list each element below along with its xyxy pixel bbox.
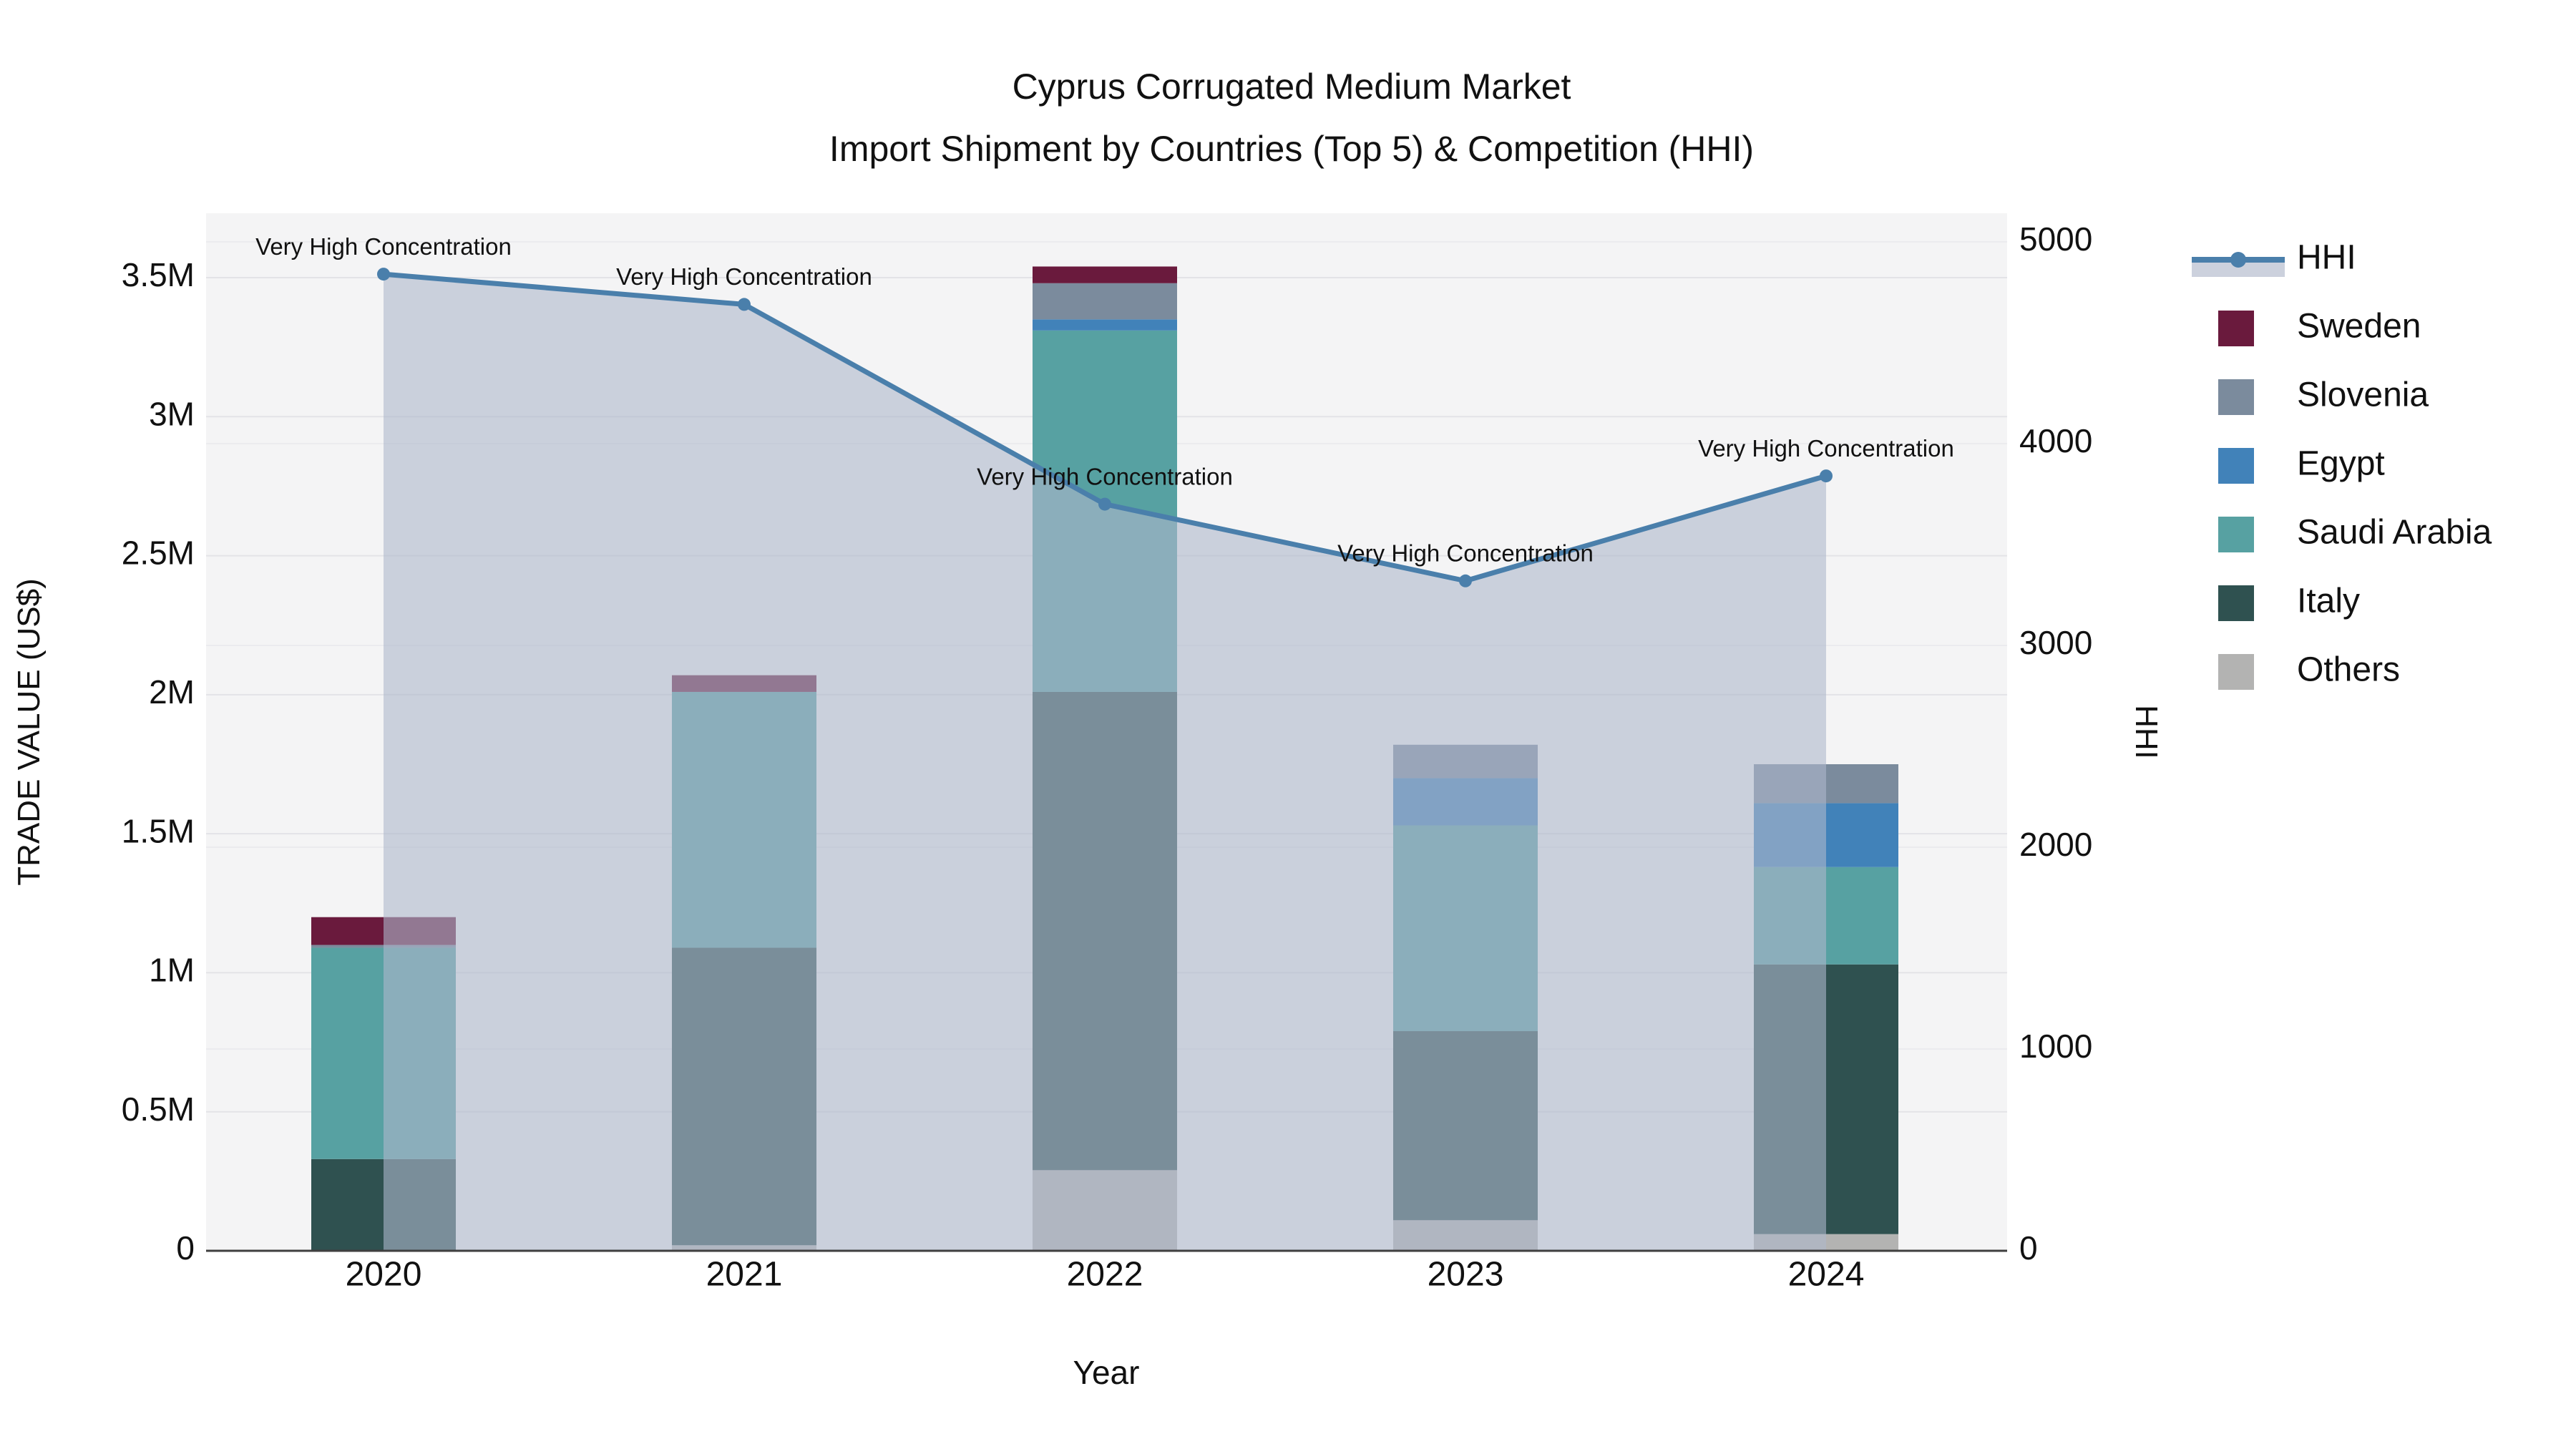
legend-swatch-italy	[2218, 585, 2254, 621]
hhi-line-series	[377, 268, 1833, 587]
x-axis: 2020 2021 2022 2023 2024	[206, 1249, 2007, 1294]
bar-segment-slovenia-2022[interactable]	[1033, 283, 1177, 320]
x-tick-label-2023: 2023	[1428, 1256, 1504, 1294]
y-left-tick-2.5M: 2.5M	[122, 535, 195, 572]
legend-item-sweden[interactable]: Sweden	[2218, 308, 2421, 346]
hhi-marker-2021[interactable]	[738, 298, 751, 311]
legend-swatch-sweden	[2218, 311, 2254, 346]
y-right-tick-2000: 2000	[2019, 826, 2092, 863]
legend-label-hhi: HHI	[2297, 239, 2356, 277]
legend-item-egypt[interactable]: Egypt	[2218, 445, 2385, 484]
y-right-tick-0: 0	[2019, 1229, 2038, 1267]
legend-label-slovenia: Slovenia	[2297, 376, 2429, 414]
hhi-marker-2024[interactable]	[1820, 469, 1833, 483]
y-left-tick-0.5M: 0.5M	[122, 1091, 195, 1128]
bar-segment-egypt-2022[interactable]	[1033, 319, 1177, 331]
bar-segment-sweden-2022[interactable]	[1033, 266, 1177, 283]
legend-label-egypt: Egypt	[2297, 445, 2385, 483]
y-axis-left-title: TRADE VALUE (US$)	[11, 578, 47, 886]
annotation-2020: Very High Concentration	[255, 233, 512, 260]
x-axis-title: Year	[1073, 1354, 1140, 1391]
hhi-marker-2022[interactable]	[1098, 497, 1111, 511]
chart-title: Cyprus Corrugated Medium Market Import S…	[829, 67, 1754, 169]
y-right-tick-3000: 3000	[2019, 624, 2092, 661]
hhi-area-fill	[384, 274, 1826, 1251]
axis-titles: TRADE VALUE (US$) HHI Year	[11, 578, 2164, 1391]
x-tick-label-2024: 2024	[1788, 1256, 1865, 1294]
title-line-1: Cyprus Corrugated Medium Market	[1013, 67, 1571, 107]
annotation-2022: Very High Concentration	[977, 463, 1233, 489]
legend-item-others[interactable]: Others	[2218, 651, 2400, 690]
x-tick-label-2020: 2020	[346, 1256, 422, 1294]
y-right-tick-1000: 1000	[2019, 1028, 2092, 1065]
legend-swatch-others	[2218, 654, 2254, 690]
legend-item-saudi-arabia[interactable]: Saudi Arabia	[2218, 514, 2492, 552]
title-line-2: Import Shipment by Countries (Top 5) & C…	[829, 129, 1754, 169]
legend-label-saudi-arabia: Saudi Arabia	[2297, 514, 2492, 552]
y-axis-left: 0 0.5M 1M 1.5M 2M 2.5M 3M 3.5M	[122, 256, 195, 1267]
legend-label-sweden: Sweden	[2297, 308, 2421, 346]
legend-swatch-saudi-arabia	[2218, 517, 2254, 552]
legend-item-italy[interactable]: Italy	[2218, 582, 2360, 621]
legend-label-italy: Italy	[2297, 582, 2360, 620]
y-left-tick-0: 0	[176, 1229, 195, 1267]
annotation-2024: Very High Concentration	[1698, 435, 1954, 462]
annotation-2021: Very High Concentration	[616, 263, 872, 290]
y-right-tick-4000: 4000	[2019, 422, 2092, 459]
annotation-2023: Very High Concentration	[1337, 540, 1594, 566]
y-left-tick-1M: 1M	[149, 952, 195, 989]
legend-hhi-marker-sample	[2230, 252, 2246, 268]
legend-swatch-slovenia	[2218, 379, 2254, 415]
y-left-tick-3M: 3M	[149, 395, 195, 432]
x-tick-label-2021: 2021	[706, 1256, 783, 1294]
y-left-tick-1.5M: 1.5M	[122, 812, 195, 849]
legend: HHI Sweden Slovenia Egypt Saudi Arabia Italy O…	[2192, 239, 2492, 690]
legend-label-others: Others	[2297, 651, 2400, 689]
y-axis-right: 0 1000 2000 3000 4000 5000	[2019, 220, 2092, 1267]
hhi-marker-2023[interactable]	[1459, 574, 1472, 587]
legend-swatch-egypt	[2218, 448, 2254, 484]
y-axis-right-title: HHI	[2129, 705, 2164, 759]
y-left-tick-3.5M: 3.5M	[122, 256, 195, 293]
hhi-marker-2020[interactable]	[377, 268, 390, 281]
x-tick-label-2022: 2022	[1067, 1256, 1143, 1294]
hhi-area-polygon	[384, 274, 1826, 1251]
annotations: Very High Concentration Very High Concent…	[255, 233, 1954, 567]
legend-item-slovenia[interactable]: Slovenia	[2218, 376, 2429, 415]
y-left-tick-2M: 2M	[149, 673, 195, 711]
y-right-tick-5000: 5000	[2019, 220, 2092, 258]
legend-item-hhi[interactable]: HHI	[2192, 239, 2356, 277]
